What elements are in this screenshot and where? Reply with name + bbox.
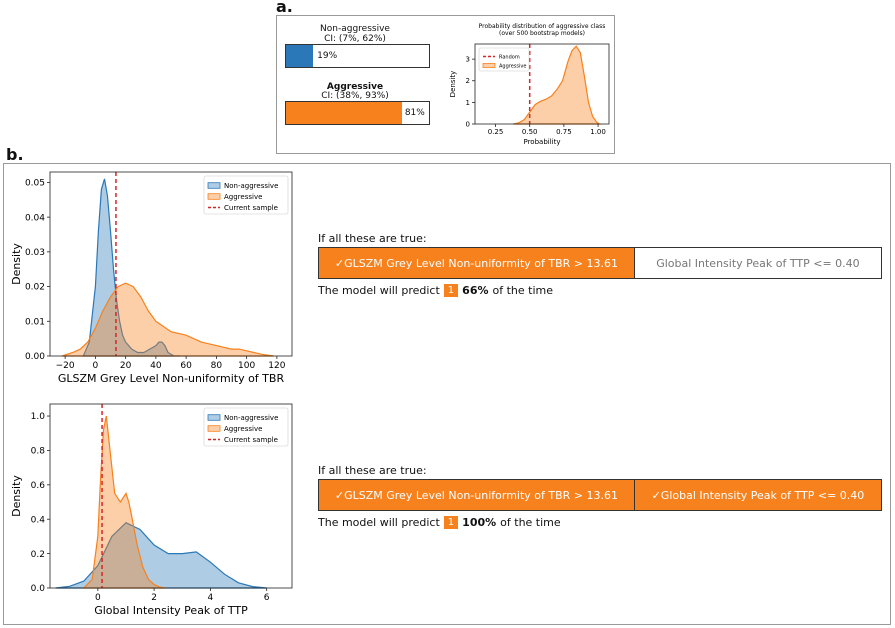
y-axis-label: Density xyxy=(449,71,457,98)
legend-box xyxy=(203,175,289,215)
y-tick-label: 0.4 xyxy=(31,515,46,525)
x-axis-label: Global Intensity Peak of TTP xyxy=(94,604,248,617)
density-area-aggressive xyxy=(82,415,166,589)
x-tick-label: 20 xyxy=(120,361,132,371)
y-tick-label: 1 xyxy=(466,99,470,107)
rule2-intro: If all these are true: xyxy=(318,464,427,477)
panel-a: Non-aggressive CI: (7%, 62%) 19% Aggress… xyxy=(276,15,615,154)
legend-swatch-area xyxy=(482,63,496,68)
glszm-tbr-density-chart: −20 0 20 40 60 80 100 120 0.00 0.01 0.02 0.03 0.04 0.… xyxy=(10,171,293,385)
aggressive-bar-fill xyxy=(286,102,402,124)
plot-frame xyxy=(49,403,293,589)
legend-entry: Non-aggressive xyxy=(224,414,278,422)
y-axis-label: Density xyxy=(10,243,23,285)
x-tick-label: 60 xyxy=(180,361,192,371)
rule2-conditions: ✓GLSZM Grey Level Non-uniformity of TBR … xyxy=(318,479,882,511)
y-tick-label: 0.0 xyxy=(31,584,46,594)
panel-a-label: a. xyxy=(276,0,293,16)
rule1-condition-ttp: Global Intensity Peak of TTP <= 0.40 xyxy=(633,248,881,278)
rule2-condition-tbr: ✓GLSZM Grey Level Non-uniformity of TBR … xyxy=(319,480,634,510)
y-tick-label: 0.2 xyxy=(31,550,45,560)
x-tick-label: 0.75 xyxy=(556,128,572,136)
x-tick-label: 40 xyxy=(150,361,162,371)
y-tick-label: 0.02 xyxy=(25,283,45,293)
legend-swatch-area xyxy=(207,414,221,421)
aggressive-value: 81% xyxy=(404,108,425,118)
density-area-non-aggressive xyxy=(82,178,181,357)
legend-entry: Current sample xyxy=(224,204,278,212)
rule1-condition-tbr: ✓GLSZM Grey Level Non-uniformity of TBR … xyxy=(319,248,634,278)
legend-entry: Random xyxy=(499,54,520,60)
legend-entry: Aggressive xyxy=(499,63,526,69)
panel-b-label: b. xyxy=(6,145,24,164)
rule1-intro: If all these are true: xyxy=(318,232,427,245)
rule2-predict-prefix: The model will predict xyxy=(318,516,440,529)
y-tick-label: 0.01 xyxy=(25,317,45,327)
chart-title: Probability distribution of aggressive c… xyxy=(479,23,606,30)
y-tick-label: 0.8 xyxy=(31,447,46,457)
aggressive-title: Aggressive xyxy=(326,82,384,92)
x-tick-label: 2 xyxy=(151,593,157,603)
y-tick-label: 0.6 xyxy=(31,481,46,491)
legend-swatch-area xyxy=(207,193,221,200)
legend-box xyxy=(203,407,289,447)
legend-entry: Aggressive xyxy=(224,425,262,433)
y-tick-label: 0.05 xyxy=(25,179,45,189)
rule1-conditions: ✓GLSZM Grey Level Non-uniformity of TBR … xyxy=(318,247,882,279)
y-axis-label: Density xyxy=(10,475,23,517)
rule1-prediction: The model will predict 1 66% of the time xyxy=(318,284,553,297)
legend-swatch-area xyxy=(207,182,221,189)
x-tick-label: 0.25 xyxy=(488,128,504,136)
x-axis-label: Probability xyxy=(523,138,560,146)
aggressive-ci: CI: (38%, 93%) xyxy=(321,91,389,101)
density-area-aggressive xyxy=(513,45,602,125)
y-tick-label: 0.00 xyxy=(25,352,45,362)
rule1-predict-pct: 66% xyxy=(462,284,489,297)
legend-entry: Non-aggressive xyxy=(224,182,278,190)
chart-subtitle: (over 500 bootstrap models) xyxy=(499,30,585,37)
non-aggressive-title: Non-aggressive xyxy=(320,24,390,34)
rule2-condition-ttp: ✓Global Intensity Peak of TTP <= 0.40 xyxy=(633,480,881,510)
x-tick-label: 0.50 xyxy=(522,128,538,136)
y-tick-label: 0 xyxy=(466,120,470,128)
x-tick-label: 80 xyxy=(211,361,223,371)
legend-entry: Aggressive xyxy=(224,193,262,201)
plot-frame xyxy=(474,43,610,125)
rule2-predict-class-badge: 1 xyxy=(443,516,459,529)
x-tick-label: 6 xyxy=(264,593,270,603)
x-tick-label: 120 xyxy=(268,361,285,371)
x-tick-label: 1.00 xyxy=(590,128,606,136)
legend-entry: Current sample xyxy=(224,436,278,444)
x-tick-label: 0 xyxy=(93,361,99,371)
non-aggressive-bar: 19% xyxy=(285,44,430,68)
gip-ttp-density-chart: 0 2 4 6 0.0 0.2 0.4 0.6 0.8 1.0 Global Intensity P… xyxy=(10,403,293,617)
plot-frame xyxy=(49,171,293,357)
probability-distribution-chart: Probability distribution of aggressive c… xyxy=(449,23,610,146)
legend-swatch-area xyxy=(207,425,221,432)
density-area-aggressive xyxy=(61,282,274,357)
x-tick-label: 100 xyxy=(238,361,255,371)
x-axis-label: GLSZM Grey Level Non-uniformity of TBR xyxy=(58,372,285,385)
panel-b: −20 0 20 40 60 80 100 120 0.00 0.01 0.02 0.03 0.04 0.… xyxy=(3,163,891,625)
rule1-predict-class-badge: 1 xyxy=(443,284,459,297)
aggressive-bar: 81% xyxy=(285,101,430,125)
density-area-non-aggressive xyxy=(55,521,267,589)
non-aggressive-ci: CI: (7%, 62%) xyxy=(324,34,386,44)
rule2-predict-suffix: of the time xyxy=(500,516,561,529)
x-tick-label: 4 xyxy=(208,593,214,603)
y-tick-label: 0.04 xyxy=(25,213,45,223)
x-tick-label: −20 xyxy=(56,361,75,371)
x-tick-label: 0 xyxy=(95,593,101,603)
rule1-predict-prefix: The model will predict xyxy=(318,284,440,297)
y-tick-label: 2 xyxy=(466,77,470,85)
rule2-predict-pct: 100% xyxy=(462,516,497,529)
rule1-predict-suffix: of the time xyxy=(492,284,554,297)
non-aggressive-value: 19% xyxy=(317,51,338,61)
legend-box xyxy=(478,47,530,72)
y-tick-label: 0.03 xyxy=(25,248,45,258)
y-tick-label: 3 xyxy=(466,56,470,64)
non-aggressive-bar-fill xyxy=(286,45,314,67)
y-tick-label: 1.0 xyxy=(31,412,46,422)
rule2-prediction: The model will predict 1 100% of the tim… xyxy=(318,516,561,529)
